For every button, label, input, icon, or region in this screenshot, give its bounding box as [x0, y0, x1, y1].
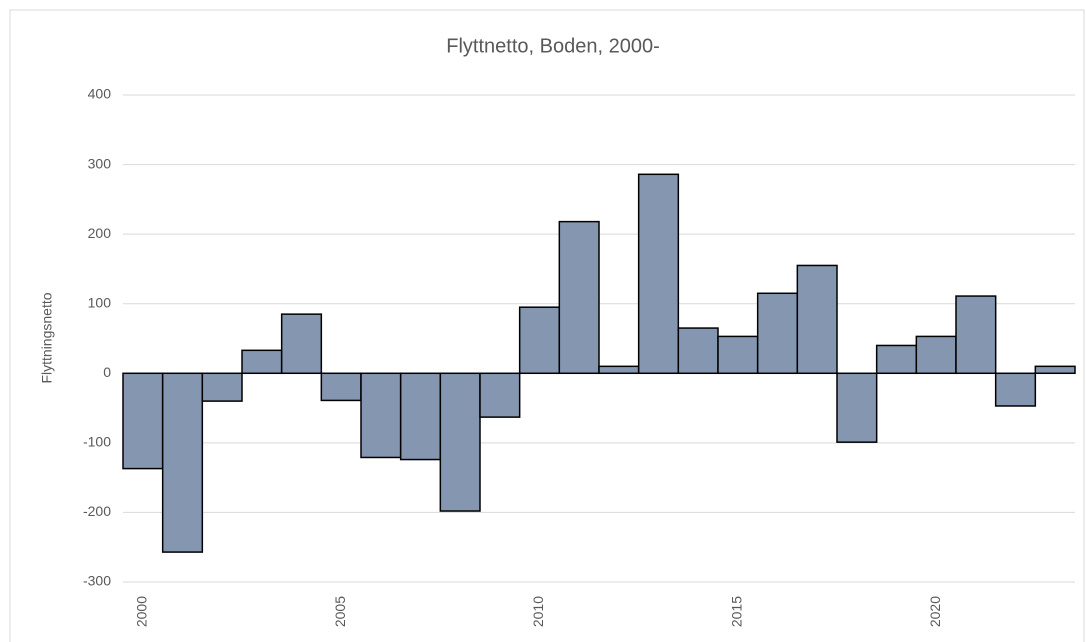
bar [439, 372, 481, 512]
bar [201, 372, 243, 402]
bar [360, 372, 402, 459]
bar [875, 344, 918, 375]
bar [836, 372, 878, 443]
bar [756, 292, 799, 375]
y-tick-label: 100 [88, 294, 112, 310]
bar [399, 372, 442, 461]
y-tick-label: -100 [83, 434, 111, 450]
bar [479, 372, 521, 418]
y-axis-label: Flyttningsnetto [39, 292, 55, 383]
chart-title: Flyttnetto, Boden, 2000- [446, 35, 659, 57]
bar [677, 327, 719, 375]
bar [955, 295, 997, 375]
chart-frame [9, 9, 1085, 642]
bar [994, 372, 1037, 407]
x-tick-label: 2000 [134, 596, 150, 627]
x-tick-label: 2020 [927, 596, 943, 627]
bar [717, 335, 759, 375]
y-tick-label: 300 [88, 155, 112, 171]
bar [320, 372, 362, 402]
bar [280, 313, 323, 375]
y-tick-label: -300 [83, 573, 111, 589]
bar [1034, 365, 1076, 375]
bar [241, 349, 283, 375]
bar [915, 335, 957, 375]
bar [518, 306, 561, 375]
bar [122, 372, 164, 470]
bar [598, 365, 640, 375]
x-tick-label: 2005 [332, 596, 348, 627]
y-tick-label: 0 [103, 364, 111, 380]
bar [637, 173, 680, 375]
bar [161, 372, 204, 553]
x-tick-label: 2010 [530, 596, 546, 627]
bar [558, 220, 600, 375]
y-tick-label: 400 [88, 86, 112, 102]
bar [796, 264, 838, 375]
y-tick-label: -200 [83, 503, 111, 519]
y-tick-label: 200 [88, 225, 112, 241]
x-tick-label: 2015 [729, 596, 745, 627]
